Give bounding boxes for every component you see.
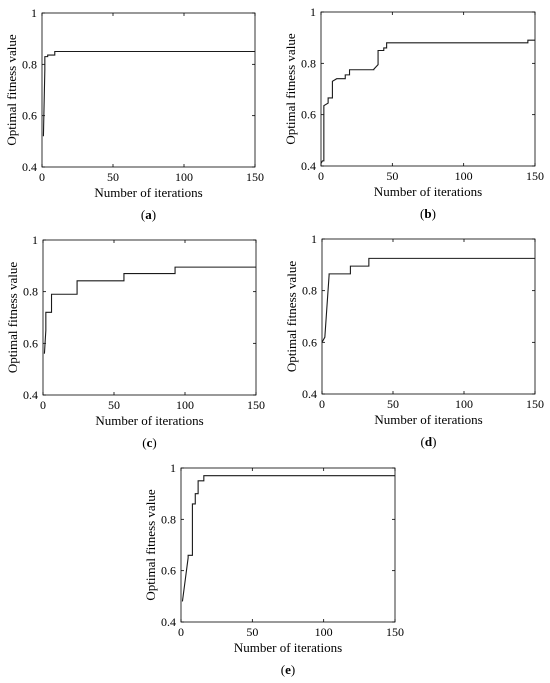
x-tick-label: 50 bbox=[107, 170, 119, 184]
x-tick-label: 150 bbox=[526, 169, 544, 183]
y-axis-title: Optimal fitness value bbox=[5, 262, 20, 373]
y-tick-label: 0.6 bbox=[302, 335, 317, 349]
plot-frame bbox=[180, 467, 396, 623]
series-line bbox=[321, 257, 535, 343]
x-tick-label: 50 bbox=[246, 625, 258, 639]
y-tick-label: 1 bbox=[31, 6, 37, 20]
x-tick-label: 150 bbox=[247, 398, 265, 412]
y-tick-label: 0.8 bbox=[161, 512, 176, 526]
caption-letter: d bbox=[425, 434, 433, 449]
panel-caption: (a) bbox=[141, 207, 156, 222]
panel-caption: (d) bbox=[421, 434, 437, 449]
caption-open-paren: ( bbox=[420, 206, 424, 221]
x-tick-label: 100 bbox=[175, 170, 193, 184]
x-axis-title: Number of iterations bbox=[374, 412, 482, 427]
x-axis-title: Number of iterations bbox=[234, 640, 342, 655]
caption-close-paren: ) bbox=[432, 434, 436, 449]
y-tick-label: 1 bbox=[311, 232, 317, 246]
caption-close-paren: ) bbox=[291, 662, 295, 677]
x-tick-label: 0 bbox=[178, 625, 184, 639]
y-tick-label: 0.4 bbox=[161, 615, 176, 629]
y-tick-label: 0.4 bbox=[302, 387, 317, 401]
caption-open-paren: ( bbox=[142, 435, 146, 450]
caption-open-paren: ( bbox=[141, 207, 145, 222]
panel-caption: (e) bbox=[281, 662, 295, 677]
y-axis-title: Optimal fitness value bbox=[284, 261, 299, 372]
x-tick-label: 150 bbox=[246, 170, 264, 184]
x-tick-label: 0 bbox=[319, 397, 325, 411]
x-tick-label: 100 bbox=[315, 625, 333, 639]
chart-panel-e: 0 50 100 150 0.4 0.6 0.8 1 Number of iterations O… bbox=[143, 461, 404, 677]
x-tick-label: 100 bbox=[455, 397, 473, 411]
y-tick-label: 0.4 bbox=[22, 160, 37, 174]
caption-close-paren: ) bbox=[432, 206, 436, 221]
y-axis-title: Optimal fitness value bbox=[4, 34, 19, 145]
plot-frame bbox=[320, 11, 536, 167]
chart-panel-d: 0 50 100 150 0.4 0.6 0.8 1 Number of iterations O… bbox=[284, 232, 544, 449]
caption-close-paren: ) bbox=[152, 207, 156, 222]
x-axis-title: Number of iterations bbox=[374, 184, 482, 199]
plot-frame bbox=[321, 238, 536, 395]
series-line bbox=[42, 50, 255, 137]
y-tick-label: 1 bbox=[170, 461, 176, 475]
x-tick-label: 0 bbox=[40, 398, 46, 412]
caption-close-paren: ) bbox=[152, 435, 156, 450]
caption-letter: e bbox=[285, 662, 291, 677]
caption-open-paren: ( bbox=[421, 434, 425, 449]
x-tick-label: 100 bbox=[455, 169, 473, 183]
x-axis-title: Number of iterations bbox=[94, 185, 202, 200]
y-tick-label: 0.8 bbox=[22, 57, 37, 71]
caption-open-paren: ( bbox=[281, 662, 285, 677]
y-tick-label: 0.4 bbox=[301, 159, 316, 173]
x-tick-label: 150 bbox=[526, 397, 544, 411]
y-tick-label: 0.6 bbox=[161, 564, 176, 578]
y-tick-label: 0.6 bbox=[301, 108, 316, 122]
y-tick-label: 0.6 bbox=[22, 109, 37, 123]
series-line bbox=[181, 475, 395, 602]
series-line bbox=[43, 266, 256, 354]
x-axis-title: Number of iterations bbox=[95, 413, 203, 428]
chart-panel-b: 0 50 100 150 0.4 0.6 0.8 1 Number of iterations O… bbox=[283, 5, 544, 221]
y-axis-title: Optimal fitness value bbox=[143, 489, 158, 600]
y-tick-label: 0.4 bbox=[23, 388, 38, 402]
panel-caption: (c) bbox=[142, 435, 156, 450]
caption-letter: b bbox=[424, 206, 431, 221]
x-tick-label: 0 bbox=[39, 170, 45, 184]
caption-letter: c bbox=[147, 435, 153, 450]
y-tick-label: 0.6 bbox=[23, 336, 38, 350]
chart-panel-c: 0 50 100 150 0.4 0.6 0.8 1 Number of iterations O… bbox=[5, 233, 265, 450]
x-tick-label: 50 bbox=[108, 398, 120, 412]
x-tick-label: 50 bbox=[387, 397, 399, 411]
y-tick-label: 0.8 bbox=[23, 285, 38, 299]
x-tick-label: 50 bbox=[386, 169, 398, 183]
plot-frame bbox=[41, 12, 256, 168]
y-tick-label: 0.8 bbox=[302, 284, 317, 298]
chart-panel-a: 0 50 100 150 0.4 0.6 0.8 1 Number of iterations O… bbox=[4, 6, 264, 222]
x-tick-label: 100 bbox=[176, 398, 194, 412]
series-line bbox=[320, 39, 535, 164]
panel-caption: (b) bbox=[420, 206, 436, 221]
y-tick-label: 1 bbox=[32, 233, 38, 247]
y-axis-title: Optimal fitness value bbox=[283, 33, 298, 144]
plot-frame bbox=[42, 239, 257, 396]
y-tick-label: 0.8 bbox=[301, 56, 316, 70]
y-tick-label: 1 bbox=[310, 5, 316, 19]
x-tick-label: 150 bbox=[386, 625, 404, 639]
caption-letter: a bbox=[145, 207, 152, 222]
x-tick-label: 0 bbox=[318, 169, 324, 183]
